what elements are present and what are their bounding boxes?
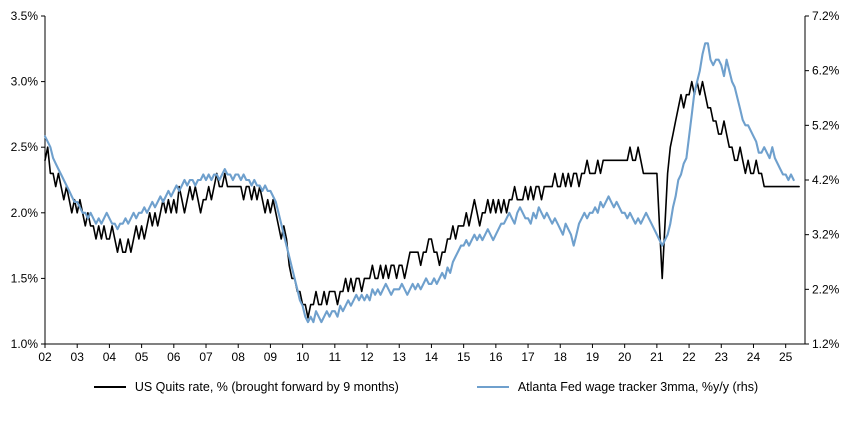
x-axis-tick-label: 11 <box>329 350 342 364</box>
legend-item-quits-rate: US Quits rate, % (brought forward by 9 m… <box>93 380 399 394</box>
legend-item-wage-tracker: Atlanta Fed wage tracker 3mma, %y/y (rhs… <box>476 380 759 394</box>
x-axis-tick-label: 08 <box>232 350 246 364</box>
x-axis-tick-label: 12 <box>360 350 374 364</box>
x-axis-tick-label: 10 <box>296 350 310 364</box>
x-axis-tick-label: 15 <box>457 350 471 364</box>
x-axis-tick-label: 05 <box>135 350 149 364</box>
right-axis-tick-label: 7.2% <box>812 9 840 23</box>
left-axis-tick-label: 1.5% <box>11 271 39 285</box>
x-axis-tick-label: 19 <box>586 350 600 364</box>
axes <box>44 16 806 345</box>
x-axis-tick-label: 21 <box>650 350 664 364</box>
right-axis-tick-label: 3.2% <box>812 228 840 242</box>
left-axis-tick-label: 1.0% <box>11 337 39 351</box>
x-axis-tick-label: 03 <box>71 350 85 364</box>
x-axis-tick-label: 02 <box>38 350 52 364</box>
x-axis-tick-label: 04 <box>103 350 117 364</box>
x-axis-tick-label: 22 <box>682 350 696 364</box>
x-axis-tick-label: 07 <box>199 350 213 364</box>
x-axis-ticks: 02 03 04 05 06 07 08 09 10 11 12 13 14 15 16 17 18 19 20 21… <box>38 344 793 364</box>
right-axis-tick-label: 5.2% <box>812 118 840 132</box>
legend-label-quits-rate: US Quits rate, % (brought forward by 9 m… <box>134 380 399 394</box>
quits-rate-line <box>44 80 800 319</box>
x-axis-tick-label: 14 <box>425 350 439 364</box>
x-axis-tick-label: 09 <box>264 350 278 364</box>
chart-legend: US Quits rate, % (brought forward by 9 m… <box>0 380 852 394</box>
right-axis-tick-label: 2.2% <box>812 282 840 296</box>
quits-line-swatch <box>93 385 126 389</box>
x-axis-tick-label: 06 <box>167 350 181 364</box>
x-axis-tick-label: 25 <box>779 350 793 364</box>
x-axis-tick-label: 18 <box>554 350 568 364</box>
left-axis-tick-label: 3.5% <box>11 9 39 23</box>
left-axis-tick-label: 3.0% <box>11 75 39 89</box>
line-chart: 1.0% 1.5% 2.0% 2.5% 3.0% 3.5% 1.2% 2.2% 3.2% 4.2%… <box>11 9 840 364</box>
x-axis-tick-label: 16 <box>489 350 503 364</box>
right-axis-tick-label: 4.2% <box>812 173 840 187</box>
x-axis-tick-label: 17 <box>521 350 535 364</box>
left-axis-tick-label: 2.0% <box>11 206 39 220</box>
right-axis-tick-label: 1.2% <box>812 337 840 351</box>
wage-tracker-line-swatch <box>476 385 509 389</box>
legend-label-wage-tracker: Atlanta Fed wage tracker 3mma, %y/y (rhs… <box>517 380 759 394</box>
left-axis-tick-label: 2.5% <box>11 140 39 154</box>
x-axis-tick-label: 24 <box>747 350 761 364</box>
right-axis-ticks: 1.2% 2.2% 3.2% 4.2% 5.2% 6.2% 7.2% <box>805 9 840 351</box>
right-axis-tick-label: 6.2% <box>812 64 840 78</box>
x-axis-tick-label: 23 <box>715 350 729 364</box>
x-axis-tick-label: 13 <box>393 350 407 364</box>
x-axis-tick-label: 20 <box>618 350 632 364</box>
left-axis-ticks: 1.0% 1.5% 2.0% 2.5% 3.0% 3.5% <box>11 9 45 351</box>
wage-tracker-line <box>43 42 795 324</box>
